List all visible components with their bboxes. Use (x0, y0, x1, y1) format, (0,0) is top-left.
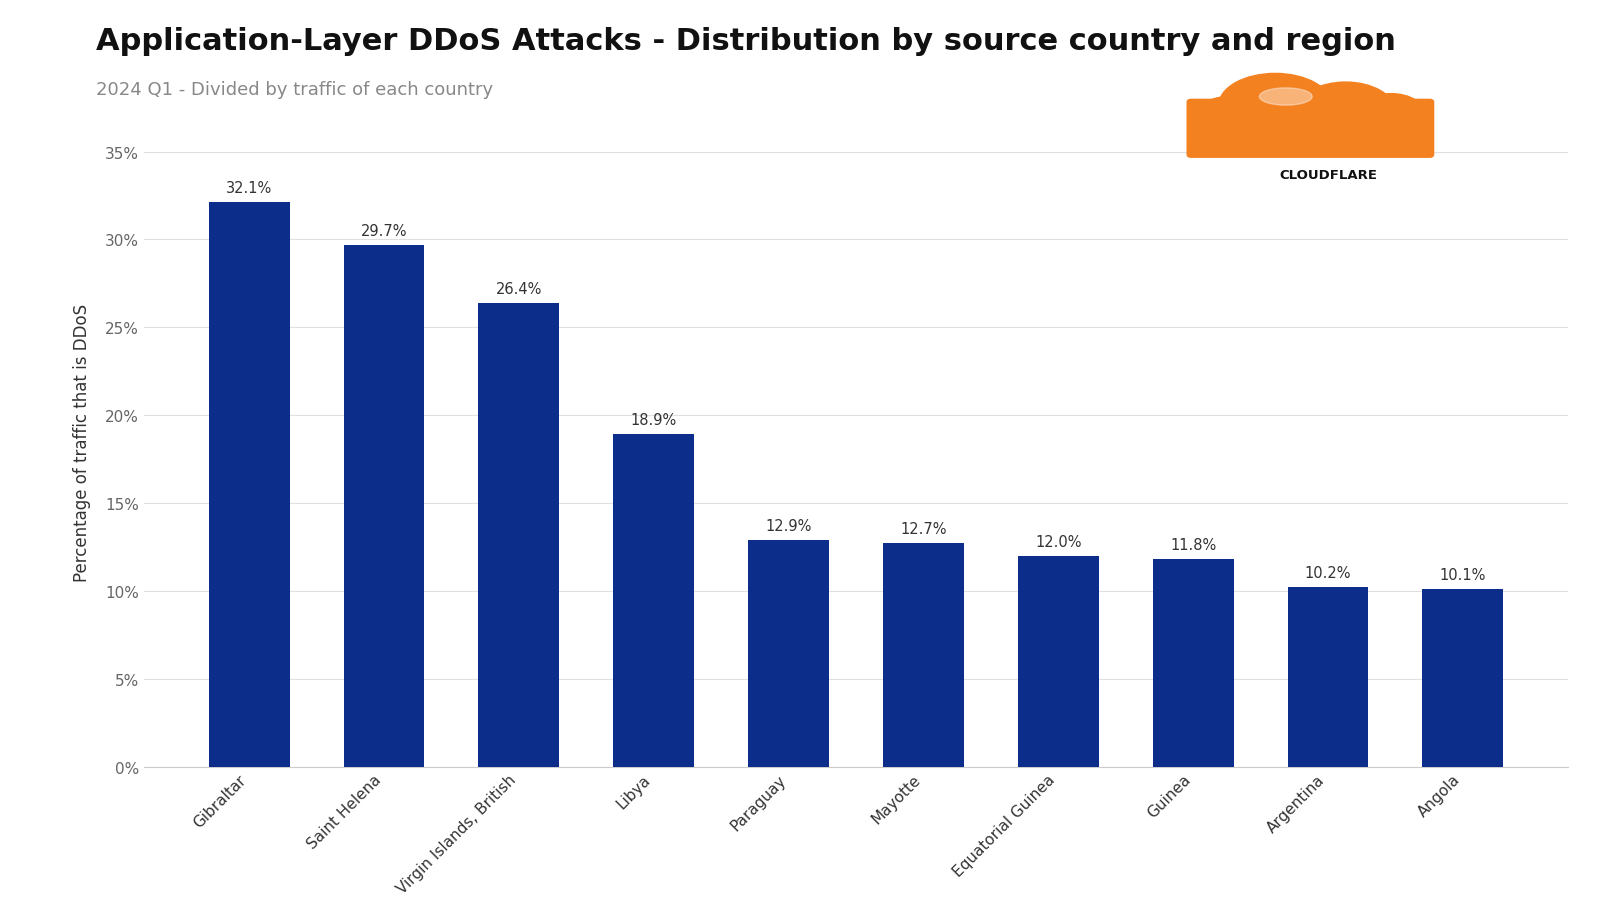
Bar (208, 203, 290, 767)
Text: 10.1%: 10.1% (1440, 567, 1486, 583)
Ellipse shape (1357, 95, 1427, 141)
Ellipse shape (1219, 74, 1331, 138)
Text: 12.0%: 12.0% (1035, 534, 1082, 549)
Text: 18.9%: 18.9% (630, 413, 677, 428)
Text: Application-Layer DDoS Attacks - Distribution by source country and region: Application-Layer DDoS Attacks - Distrib… (96, 27, 1395, 56)
Bar (478, 303, 560, 767)
Ellipse shape (1296, 83, 1395, 141)
Text: 11.8%: 11.8% (1170, 538, 1216, 553)
Y-axis label: Percentage of traffic that is DDoS: Percentage of traffic that is DDoS (74, 303, 91, 581)
Bar (749, 540, 829, 767)
Bar (344, 245, 424, 767)
Ellipse shape (1190, 97, 1269, 150)
Bar (613, 435, 694, 767)
Text: 32.1%: 32.1% (226, 181, 272, 197)
Text: 10.2%: 10.2% (1304, 566, 1352, 581)
Bar (1152, 559, 1234, 767)
Text: 2024 Q1 - Divided by traffic of each country: 2024 Q1 - Divided by traffic of each cou… (96, 81, 493, 99)
Text: 29.7%: 29.7% (360, 224, 408, 238)
Bar (883, 544, 963, 767)
Text: 12.7%: 12.7% (901, 521, 947, 537)
Text: 26.4%: 26.4% (496, 281, 542, 296)
Bar (1422, 589, 1504, 767)
Ellipse shape (1259, 88, 1312, 106)
Bar (1288, 588, 1368, 767)
Text: 12.9%: 12.9% (765, 519, 811, 533)
Bar (1018, 556, 1099, 767)
FancyBboxPatch shape (1187, 100, 1434, 158)
Text: CLOUDFLARE: CLOUDFLARE (1278, 169, 1378, 182)
